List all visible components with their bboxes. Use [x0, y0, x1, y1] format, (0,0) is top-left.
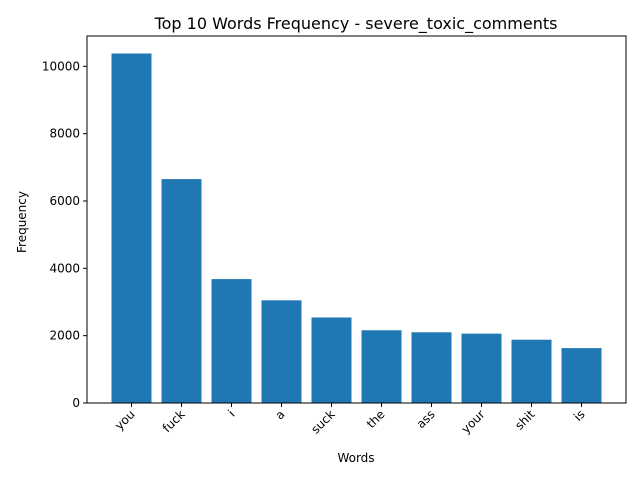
x-tick-label: a	[273, 407, 288, 422]
bar-i	[211, 279, 252, 403]
bar-suck	[311, 317, 352, 403]
x-tick-label: your	[459, 407, 488, 436]
x-tick-label: i	[225, 407, 237, 419]
bar-a	[261, 300, 302, 403]
chart-title: Top 10 Words Frequency - severe_toxic_co…	[154, 14, 558, 34]
y-tick-label: 2000	[49, 329, 80, 343]
y-tick-label: 8000	[49, 127, 80, 141]
y-axis-label: Frequency	[15, 191, 29, 253]
x-tick-label: the	[364, 407, 388, 431]
bar-the	[361, 330, 402, 403]
bar-is	[561, 348, 602, 403]
x-tick-label: fuck	[160, 407, 188, 435]
x-tick-label: shit	[512, 407, 538, 433]
x-tick-label: you	[112, 407, 138, 433]
y-tick-label: 6000	[49, 194, 80, 208]
x-tick-label: suck	[308, 407, 337, 436]
bar-ass	[411, 332, 452, 403]
bar-your	[461, 333, 502, 403]
y-tick-label: 10000	[42, 59, 80, 73]
bar-fuck	[161, 179, 202, 403]
x-axis-label: Words	[337, 451, 374, 465]
axes-frame	[86, 35, 627, 404]
y-tick-label: 4000	[49, 261, 80, 275]
x-tick-label: ass	[414, 407, 438, 431]
plot-area: 0 2000 4000 6000 8000 10000 you fuck i a suck the as…	[42, 35, 627, 437]
bar-you	[111, 53, 152, 403]
bar-shit	[511, 339, 552, 403]
y-tick-label: 0	[72, 396, 80, 410]
x-tick-label: is	[571, 407, 588, 424]
